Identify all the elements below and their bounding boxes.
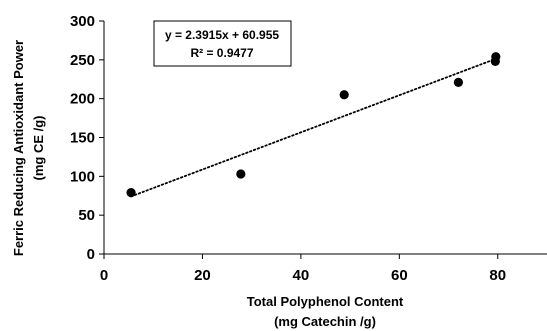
data-point: [453, 77, 463, 87]
x-tick-label: 80: [489, 267, 506, 284]
x-axis-title-line-1: Total Polyphenol Content: [247, 294, 404, 309]
y-tick-label: 250: [70, 52, 95, 69]
y-tick-label: 200: [70, 91, 95, 108]
y-axis-title-line-2: (mg CE /g): [31, 116, 46, 181]
y-tick-label: 300: [70, 13, 95, 30]
data-point: [339, 90, 349, 100]
data-point: [236, 169, 246, 179]
r-squared-value: R² = 0.9477: [190, 46, 253, 60]
y-axis-title: Ferric Reducing Antioxidant Power (mg CE…: [11, 40, 46, 256]
data-point: [491, 52, 501, 62]
trendline: [130, 57, 497, 198]
x-tick-label: 20: [194, 267, 211, 284]
data-point: [126, 188, 136, 198]
trendline-equation-box: y = 2.3915x + 60.955 R² = 0.9477: [153, 20, 292, 67]
x-axis-title-line-2: (mg Catechin /g): [274, 314, 376, 329]
x-axis-ticks: 0 20 40 60 80: [100, 254, 506, 284]
y-tick-label: 0: [87, 246, 95, 263]
x-tick-label: 0: [100, 267, 108, 284]
x-tick-label: 40: [293, 267, 310, 284]
y-tick-label: 150: [70, 130, 95, 147]
x-axis-title: Total Polyphenol Content (mg Catechin /g…: [247, 294, 404, 329]
trendline-equation: y = 2.3915x + 60.955: [165, 28, 279, 42]
y-axis-ticks: 0 50 100 150 200 250 300: [70, 13, 104, 263]
data-points: [126, 52, 501, 198]
y-tick-label: 100: [70, 168, 95, 185]
y-axis-title-line-1: Ferric Reducing Antioxidant Power: [11, 40, 26, 256]
x-tick-label: 60: [391, 267, 408, 284]
y-tick-label: 50: [78, 207, 95, 224]
